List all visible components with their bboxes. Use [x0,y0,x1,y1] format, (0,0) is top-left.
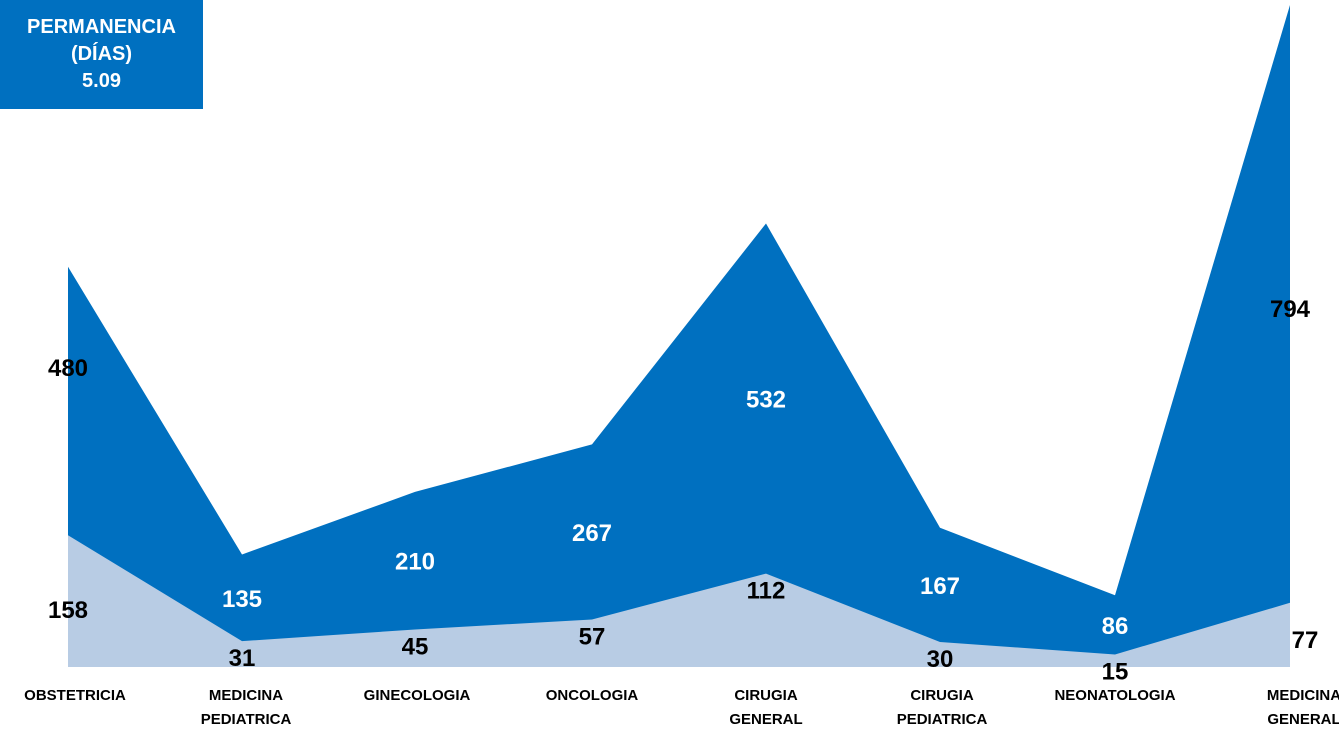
back-value-label-5: 167 [920,573,960,600]
back-value-label-7: 794 [1270,296,1311,323]
front-value-label-4: 112 [747,578,786,605]
category-label-1: MEDICINA PEDIATRICA [201,687,292,728]
front-value-label-3: 57 [579,623,606,650]
category-label-4: CIRUGIA GENERAL [729,687,802,728]
back-value-label-4: 532 [746,387,786,414]
category-label-2: GINECOLOGIA [364,687,471,704]
chart-areas [68,5,1290,667]
back-value-label-6: 86 [1102,613,1129,640]
front-value-label-1: 31 [229,645,256,672]
permanencia-value: 5.09 [82,70,121,92]
category-label-5: CIRUGIA PEDIATRICA [897,687,988,728]
front-value-label-7: 77 [1292,627,1319,654]
category-label-3: ONCOLOGIA [546,687,639,704]
category-label-0: OBSTETRICIA [24,687,126,704]
front-area [68,535,1290,667]
category-label-7: MEDICINA GENERAL [1267,687,1339,728]
back-value-label-3: 267 [572,520,612,547]
data-labels: 480 135 210 267 532 167 86 794 158 31 45 57 112 30 15 7… [48,296,1318,685]
back-area [68,5,1290,667]
category-label-6: NEONATOLOGIA [1054,687,1175,704]
front-value-label-2: 45 [402,633,429,660]
front-value-label-6: 15 [1102,658,1129,685]
back-value-label-2: 210 [395,549,435,576]
back-value-label-0: 480 [48,355,88,382]
permanencia-unit: (DÍAS) [70,43,133,65]
category-axis-labels: OBSTETRICIA MEDICINA PEDIATRICA GINECOLOGIA… [24,687,1339,728]
permanencia-box: PERMANENCIA (DÍAS) 5.09 [0,0,203,109]
front-value-label-0: 158 [48,597,88,624]
permanencia-title: PERMANENCIA [27,16,176,38]
front-value-label-5: 30 [927,646,954,673]
back-value-label-1: 135 [222,586,262,613]
